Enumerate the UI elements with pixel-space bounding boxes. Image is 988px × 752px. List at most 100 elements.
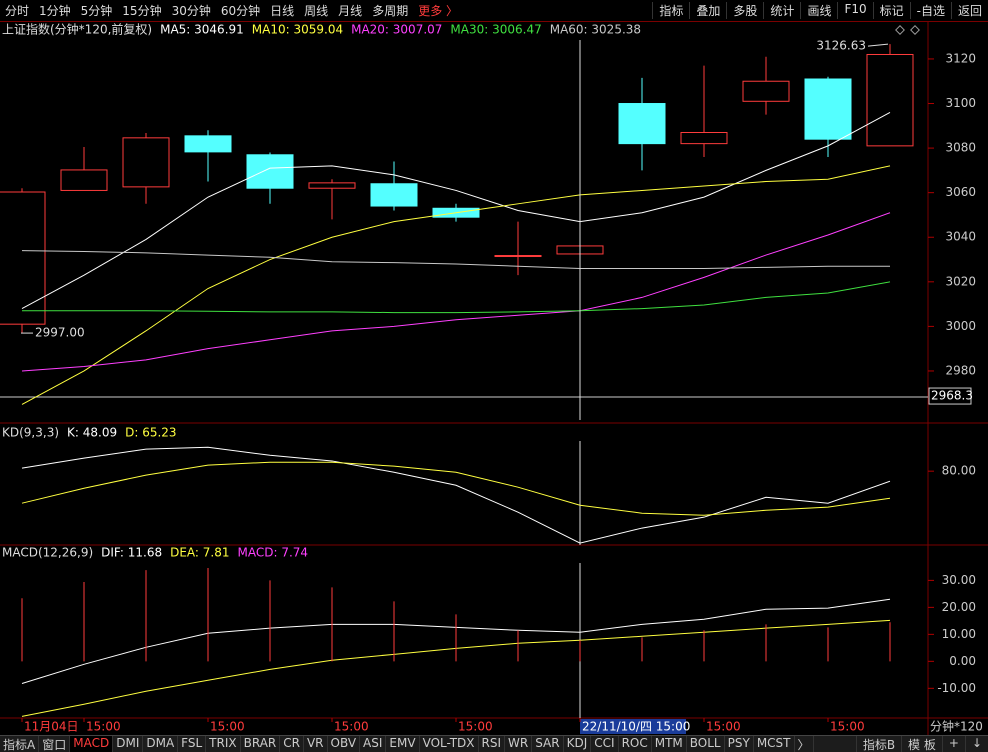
tab[interactable]: 指标B (855, 735, 901, 752)
y-tick-label: 3020 (945, 274, 976, 288)
candle-body (246, 154, 294, 189)
tab-bar: 指标A 窗口 MACD DMI DMA FSL TRIX BRAR CR VR OBV ASI EMV V… (0, 735, 988, 752)
tab[interactable]: DMA (143, 735, 179, 752)
tab[interactable]: SAR (532, 735, 564, 752)
candle-body (618, 103, 666, 145)
candle-body (122, 137, 170, 188)
line-series (22, 281, 891, 314)
x-tick-label: 15:00 (458, 720, 493, 734)
tab[interactable]: CR (280, 735, 304, 752)
x-tick-label: 15:00 (86, 720, 121, 734)
tab[interactable]: 指标A (0, 735, 40, 752)
toolbar-item[interactable]: 指标 (652, 2, 689, 19)
candle-body (866, 53, 914, 147)
y-tick-label: 20.00 (942, 600, 976, 614)
x-tick-label: 15:00 (830, 720, 865, 734)
tab[interactable]: 窗口 (39, 735, 71, 752)
toolbar-item[interactable]: 月线 (338, 4, 363, 18)
candle-body (370, 183, 418, 207)
candle-body (0, 191, 46, 325)
line-series (21, 165, 891, 405)
icon[interactable] (895, 25, 905, 35)
toolbar-item[interactable]: 1分钟 (39, 4, 71, 18)
toolbar-item[interactable]: 多周期 (372, 4, 409, 18)
tab[interactable]: CCI (591, 735, 619, 752)
tab[interactable]: TRIX (206, 735, 241, 752)
toolbar-item[interactable]: 5分钟 (80, 4, 113, 18)
tab[interactable]: DMI (113, 735, 144, 752)
legend-item: D: 65.23 (125, 426, 176, 440)
toolbar-item[interactable]: 统计 (763, 2, 800, 19)
tab[interactable]: VR (304, 735, 328, 752)
toolbar-item[interactable]: 日线 (270, 4, 295, 18)
tab[interactable]: OBV (328, 735, 361, 752)
tab[interactable]: 模 板 (901, 735, 942, 752)
y-tick-label: 3040 (945, 230, 976, 244)
tab[interactable]: VOL-TDX (420, 735, 479, 752)
tab[interactable]: BOLL (687, 735, 725, 752)
legend-item: MA10: 3059.04 (252, 23, 343, 37)
y-tick-label: 3060 (945, 185, 976, 199)
candle-body (742, 80, 790, 102)
toolbar-item[interactable]: F10 (837, 2, 872, 19)
candle-body (494, 255, 542, 258)
legend-item: MA20: 3007.07 (351, 23, 442, 37)
price-box (928, 387, 972, 405)
x-tick-label: 15:00 (334, 720, 369, 734)
tab[interactable]: MCST (754, 735, 795, 752)
tab[interactable]: ASI (360, 735, 387, 752)
tab[interactable]: MACD (70, 735, 114, 752)
toolbar: 分时 1分钟 5分钟 15分钟 30分钟 60分钟 日线 周线 月线 多周期 更多 〉 指标 叠加 多股统… (0, 0, 988, 22)
legend-item: DIF: 11.68 (101, 546, 162, 560)
tab[interactable]: RSI (479, 735, 506, 752)
y-tick-label: -10.00 (937, 681, 976, 695)
y-tick-label: 30.00 (942, 573, 976, 587)
toolbar-item[interactable]: 叠加 (689, 2, 726, 19)
low-label: 2997.00 (35, 326, 85, 340)
toolbar-item[interactable]: -自选 (909, 2, 951, 19)
x-tick-label: 15:00 (706, 720, 741, 734)
tab[interactable]: BRAR (241, 735, 281, 752)
toolbar-item[interactable]: 30分钟 (171, 4, 211, 18)
line-series (21, 212, 891, 372)
toolbar-item[interactable]: 更多 〉 (418, 4, 459, 18)
legend-item: MA60: 3025.38 (550, 23, 641, 37)
legend-item: MACD: 7.74 (238, 546, 309, 560)
tab[interactable]: ROC (619, 735, 652, 752)
candle-body (680, 131, 728, 145)
tab[interactable]: WR (505, 735, 533, 752)
toolbar-item[interactable]: 返回 (950, 2, 988, 19)
panel-title: KD(9,3,3) (2, 426, 59, 440)
arrow (867, 43, 889, 47)
tab[interactable]: MTM (652, 735, 687, 752)
toolbar-item[interactable]: 画线 (800, 2, 837, 19)
y-tick-label: 10.00 (942, 627, 976, 641)
tab[interactable]: PSY (725, 735, 754, 752)
toolbar-item[interactable]: 60分钟 (220, 4, 261, 18)
tab[interactable]: 〉 (795, 735, 814, 752)
y-tick-label: 0.00 (949, 654, 976, 668)
toolbar-item[interactable]: 15分钟 (122, 4, 162, 18)
line-series (21, 461, 891, 516)
tab[interactable]: FSL (178, 735, 207, 752)
toolbar-item[interactable]: 周线 (304, 4, 329, 18)
toolbar-item[interactable]: 标记 (872, 2, 910, 19)
y-tick-label: 80.00 (942, 464, 976, 478)
period-label: 分钟*120 (930, 719, 983, 734)
legend-item: K: 48.09 (67, 426, 117, 440)
icon[interactable] (910, 25, 920, 35)
tab[interactable]: EMV (386, 735, 420, 752)
candle-body (60, 169, 108, 191)
high-label: 3126.63 (816, 39, 866, 53)
toolbar-item[interactable]: 分时 (5, 4, 30, 18)
tab[interactable]: + (941, 735, 965, 752)
toolbar-item[interactable]: 多股 (726, 2, 763, 19)
line-series (21, 250, 890, 269)
y-tick-label: 2980 (945, 363, 976, 377)
tab[interactable]: ↓ (964, 735, 988, 752)
y-tick-label: 3080 (945, 141, 976, 155)
line-series (21, 111, 891, 310)
tab[interactable]: KDJ (564, 735, 592, 752)
